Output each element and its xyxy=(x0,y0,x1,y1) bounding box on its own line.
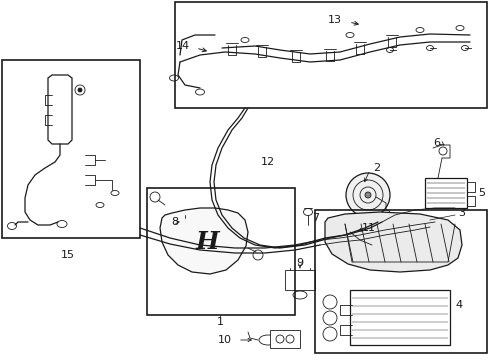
Bar xyxy=(2,60,140,238)
Text: 2: 2 xyxy=(372,163,379,173)
Text: 11: 11 xyxy=(361,223,375,233)
Circle shape xyxy=(346,173,389,217)
Bar xyxy=(314,210,486,353)
Text: 5: 5 xyxy=(477,188,484,198)
Polygon shape xyxy=(160,208,247,274)
Text: 12: 12 xyxy=(261,157,274,167)
Bar xyxy=(175,2,486,108)
Text: 9: 9 xyxy=(296,258,303,268)
Polygon shape xyxy=(325,212,461,272)
Text: 1: 1 xyxy=(216,317,223,327)
Bar xyxy=(424,178,466,208)
Text: 15: 15 xyxy=(61,250,75,260)
Bar xyxy=(285,270,314,290)
Polygon shape xyxy=(48,75,72,144)
Text: 10: 10 xyxy=(218,335,231,345)
Text: 7: 7 xyxy=(311,213,319,223)
Bar xyxy=(269,330,299,348)
Text: 13: 13 xyxy=(327,15,341,25)
Circle shape xyxy=(364,192,370,198)
Circle shape xyxy=(78,88,82,92)
Bar xyxy=(147,188,294,315)
Text: 14: 14 xyxy=(176,41,190,51)
Bar xyxy=(349,290,449,345)
Text: 8: 8 xyxy=(170,217,178,227)
Text: 3: 3 xyxy=(457,208,464,218)
Text: 6: 6 xyxy=(432,138,439,148)
Text: 4: 4 xyxy=(454,300,461,310)
Text: H: H xyxy=(195,230,218,254)
